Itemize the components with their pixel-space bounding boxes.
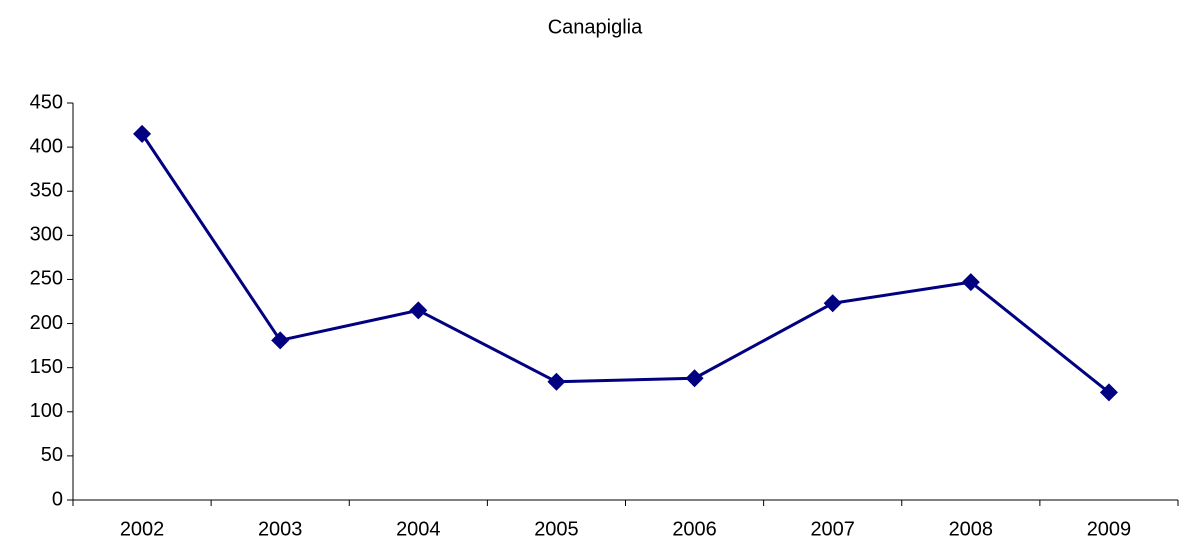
x-tick-label: 2008 xyxy=(949,518,994,540)
data-point xyxy=(133,124,152,143)
y-tick-label: 450 xyxy=(30,91,63,113)
y-tick-label: 250 xyxy=(30,268,63,290)
data-point xyxy=(1099,383,1118,402)
y-tick-label: 200 xyxy=(30,312,63,334)
x-tick-label: 2003 xyxy=(258,518,303,540)
x-tick-label: 2009 xyxy=(1087,518,1132,540)
series-line xyxy=(140,133,1110,394)
data-point xyxy=(961,273,980,292)
y-tick-label: 0 xyxy=(52,488,63,510)
x-tick-label: 2007 xyxy=(810,518,855,540)
y-tick-label: 50 xyxy=(41,444,63,466)
x-tick-label: 2005 xyxy=(534,518,579,540)
y-tick-label: 350 xyxy=(30,180,63,202)
data-point xyxy=(547,372,566,391)
data-point xyxy=(823,294,842,313)
x-tick-label: 2006 xyxy=(672,518,717,540)
y-tick-label: 400 xyxy=(30,135,63,157)
x-tick-label: 2002 xyxy=(120,518,165,540)
y-tick-label: 100 xyxy=(30,400,63,422)
y-tick-label: 300 xyxy=(30,224,63,246)
y-tick-label: 150 xyxy=(30,356,63,378)
x-tick-label: 2004 xyxy=(396,518,441,540)
data-point xyxy=(685,369,704,388)
data-point xyxy=(409,301,428,320)
chart-title: Canapiglia xyxy=(548,16,643,38)
data-point xyxy=(271,331,290,350)
